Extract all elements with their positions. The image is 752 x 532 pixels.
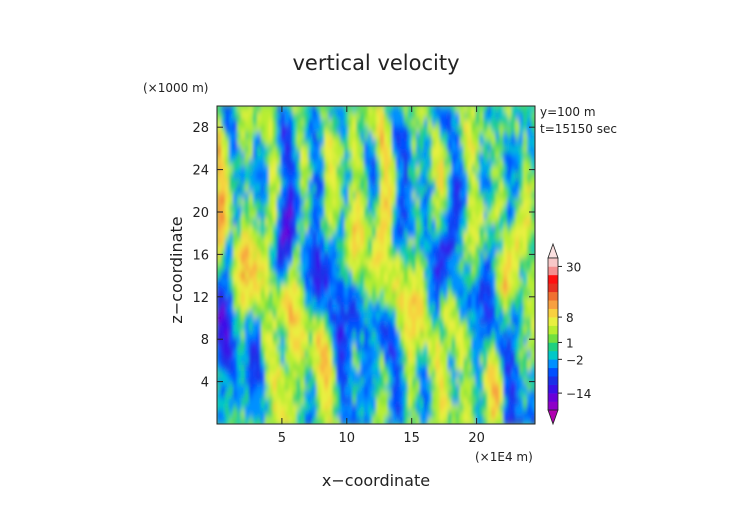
x-axis: 5 10 15 20 [278,106,485,446]
y-tick-label: 16 [192,248,209,263]
colorbar-swatch [548,384,558,394]
x-tick-label: 10 [339,431,356,446]
colorbar-tick-label: −2 [566,353,584,367]
x-axis-label: x−coordinate [322,471,430,490]
colorbar-swatch [548,274,558,284]
colorbar-tick-label: 1 [566,336,574,350]
colorbar-swatch [548,300,558,309]
y-tick-label: 20 [192,206,209,221]
colorbar-swatch [548,342,558,352]
colorbar-swatch [548,291,558,301]
chart-title: vertical velocity [292,51,459,75]
colorbar-swatch [548,308,558,318]
plot-frame [216,105,536,425]
x-tick-label: 20 [468,431,485,446]
colorbar-swatch [548,359,558,369]
colorbar-swatch [548,401,558,411]
annotation-y: y=100 m [540,105,596,119]
colorbar-tick-label: 8 [566,311,574,325]
plot-field [217,106,535,424]
colorbar: 30 8 1 −2 −14 [547,242,591,426]
colorbar-frame [547,257,559,411]
colorbar-swatch [548,376,558,385]
x-tick-label: 5 [278,431,286,446]
y-unit-label: (×1000 m) [143,81,208,95]
colorbar-min-arrow [547,409,559,426]
y-axis: 4 8 12 16 20 24 28 [192,121,535,391]
x-tick-label: 15 [403,431,420,446]
y-tick-label: 4 [201,376,209,391]
colorbar-swatch [548,258,558,267]
colorbar-swatch [548,317,558,326]
y-axis-label: z−coordinate [167,216,186,323]
colorbar-swatch [548,283,558,293]
annotation-t: t=15150 sec [540,122,617,136]
colorbar-max-arrow [547,242,559,259]
colorbar-swatch [548,367,558,377]
y-tick-label: 24 [192,164,209,179]
colorbar-tick-label: −14 [566,387,591,401]
colorbar-swatch [548,393,558,402]
colorbar-swatch [548,350,558,360]
colorbar-swatch [548,325,558,335]
colorbar-tick-label: 30 [566,260,581,274]
colorbar-swatch [548,266,558,276]
y-tick-label: 8 [201,333,209,348]
y-tick-label: 28 [192,121,209,136]
y-tick-label: 12 [192,291,209,306]
colorbar-swatch [548,334,558,343]
x-unit-label: (×1E4 m) [475,450,533,464]
